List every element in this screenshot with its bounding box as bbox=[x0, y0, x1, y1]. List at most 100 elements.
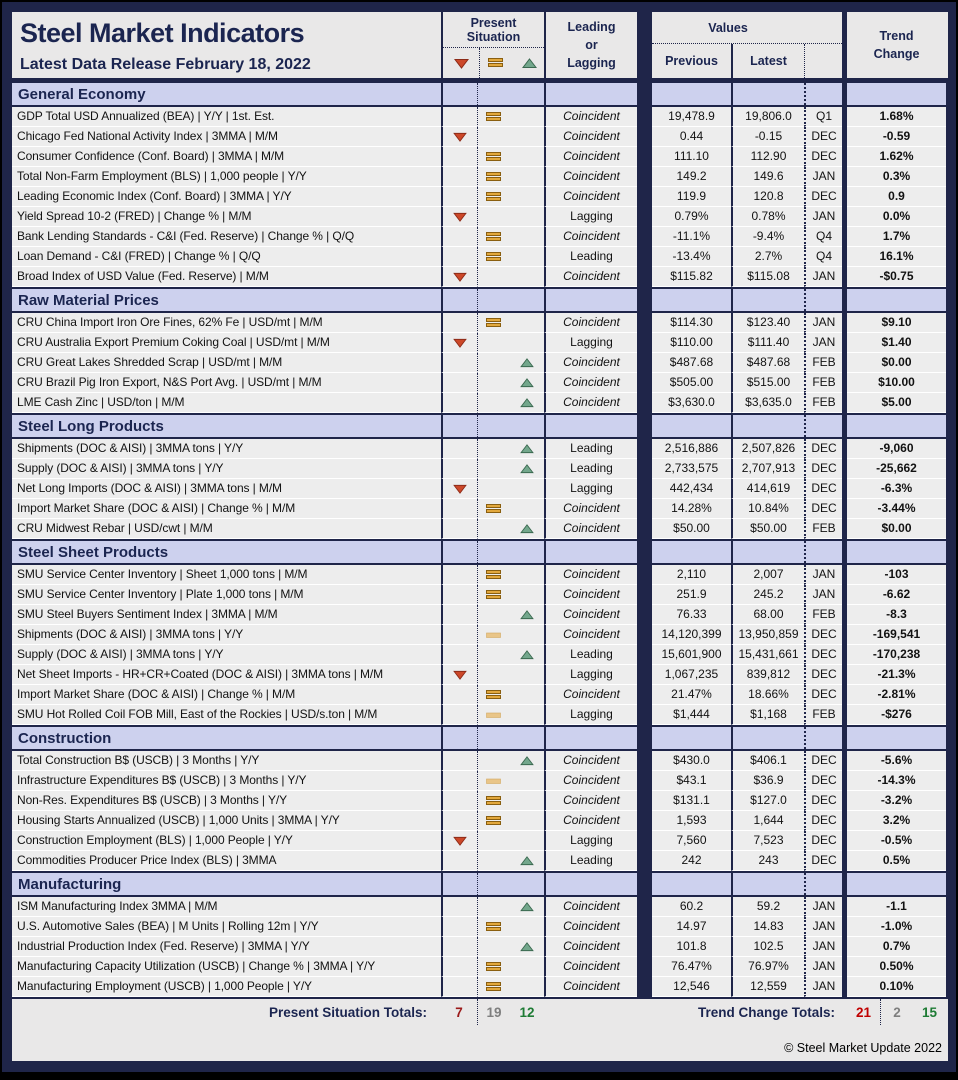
equal-icon bbox=[486, 921, 501, 931]
situation-up-cell bbox=[510, 811, 544, 831]
cycle-indicator: Leading bbox=[544, 247, 637, 267]
trend-change-value: -3.2% bbox=[847, 791, 946, 811]
previous-value: 111.10 bbox=[652, 147, 731, 167]
period-value: JAN bbox=[804, 917, 842, 937]
up-arrow-icon bbox=[520, 941, 534, 951]
legend-equal bbox=[479, 48, 512, 78]
equal-icon bbox=[488, 58, 503, 67]
indicator-row: SMU Steel Buyers Sentiment Index | 3MMA … bbox=[12, 605, 948, 625]
previous-value: $430.0 bbox=[652, 751, 731, 771]
trend-change-value: $10.00 bbox=[847, 373, 946, 393]
section-cell bbox=[731, 873, 804, 895]
column-gap bbox=[637, 917, 652, 937]
indicator-label: Bank Lending Standards - C&I (Fed. Reser… bbox=[12, 227, 441, 247]
situation-down-cell bbox=[441, 353, 477, 373]
situation-up-cell bbox=[510, 147, 544, 167]
section-cell bbox=[804, 727, 842, 749]
situation-up-cell bbox=[510, 771, 544, 791]
section-cell bbox=[441, 727, 477, 749]
indicator-row: Broad Index of USD Value (Fed. Reserve) … bbox=[12, 267, 948, 287]
situation-up-cell bbox=[510, 247, 544, 267]
situation-down-cell bbox=[441, 605, 477, 625]
situation-equal-cell bbox=[477, 771, 510, 791]
situation-equal-cell bbox=[477, 313, 510, 333]
situation-up-cell bbox=[510, 187, 544, 207]
situation-equal-cell bbox=[477, 685, 510, 705]
situation-down-cell bbox=[441, 665, 477, 685]
cycle-indicator: Lagging bbox=[544, 479, 637, 499]
indicator-row: Chicago Fed National Activity Index | 3M… bbox=[12, 127, 948, 147]
column-gap bbox=[637, 811, 652, 831]
equal-icon bbox=[486, 111, 501, 121]
section-title: Construction bbox=[12, 727, 441, 749]
indicator-label: Shipments (DOC & AISI) | 3MMA tons | Y/Y bbox=[12, 625, 441, 645]
indicator-row: GDP Total USD Annualized (BEA) | Y/Y | 1… bbox=[12, 107, 948, 127]
latest-value: 243 bbox=[731, 851, 804, 871]
situation-down-cell bbox=[441, 127, 477, 147]
period-value: Q1 bbox=[804, 107, 842, 127]
trend-change-value: -9,060 bbox=[847, 439, 946, 459]
trend-change-value: -0.59 bbox=[847, 127, 946, 147]
trend-totals: 21 2 15 bbox=[847, 999, 946, 1025]
indicator-row: CRU Brazil Pig Iron Export, N&S Port Avg… bbox=[12, 373, 948, 393]
cycle-indicator: Coincident bbox=[544, 373, 637, 393]
column-gap bbox=[637, 393, 652, 413]
indicator-label: Housing Starts Annualized (USCB) | 1,000… bbox=[12, 811, 441, 831]
situation-equal-cell bbox=[477, 439, 510, 459]
column-gap bbox=[637, 289, 652, 311]
section-cell bbox=[441, 541, 477, 563]
situation-equal-cell bbox=[477, 147, 510, 167]
dash-icon bbox=[486, 632, 501, 638]
equal-icon bbox=[486, 171, 501, 181]
indicator-label: Manufacturing Employment (USCB) | 1,000 … bbox=[12, 977, 441, 997]
cycle-indicator: Coincident bbox=[544, 937, 637, 957]
column-gap bbox=[637, 207, 652, 227]
situation-equal-cell bbox=[477, 187, 510, 207]
situation-down-cell bbox=[441, 751, 477, 771]
period-value: DEC bbox=[804, 479, 842, 499]
situation-equal-cell bbox=[477, 353, 510, 373]
previous-value: 14.97 bbox=[652, 917, 731, 937]
situation-equal-cell bbox=[477, 605, 510, 625]
down-arrow-icon bbox=[453, 338, 467, 348]
latest-value: $406.1 bbox=[731, 751, 804, 771]
section-cell bbox=[441, 83, 477, 105]
situation-up-cell bbox=[510, 957, 544, 977]
column-gap bbox=[637, 459, 652, 479]
period-value: DEC bbox=[804, 127, 842, 147]
section-header-row: Steel Long Products bbox=[12, 413, 948, 439]
equal-icon bbox=[486, 191, 501, 201]
column-gap bbox=[637, 373, 652, 393]
trend-change-value: 0.50% bbox=[847, 957, 946, 977]
down-arrow-icon bbox=[453, 836, 467, 846]
indicator-row: Commodities Producer Price Index (BLS) |… bbox=[12, 851, 948, 871]
section-cell bbox=[441, 415, 477, 437]
previous-value: 14,120,399 bbox=[652, 625, 731, 645]
section-cell bbox=[847, 83, 946, 105]
indicator-row: Net Long Imports (DOC & AISI) | 3MMA ton… bbox=[12, 479, 948, 499]
trend-change-value: -1.1 bbox=[847, 897, 946, 917]
cycle-indicator: Lagging bbox=[544, 831, 637, 851]
section-cell bbox=[477, 415, 510, 437]
latest-value: $111.40 bbox=[731, 333, 804, 353]
period-value: DEC bbox=[804, 791, 842, 811]
situation-up-cell bbox=[510, 333, 544, 353]
situation-down-cell bbox=[441, 499, 477, 519]
section-cell bbox=[847, 415, 946, 437]
latest-value: $515.00 bbox=[731, 373, 804, 393]
column-gap bbox=[637, 565, 652, 585]
column-gap bbox=[637, 957, 652, 977]
up-arrow-icon bbox=[520, 357, 534, 367]
down-arrow-icon bbox=[453, 212, 467, 222]
trend-change-value: -14.3% bbox=[847, 771, 946, 791]
trend-change-value: 0.5% bbox=[847, 851, 946, 871]
period-value: JAN bbox=[804, 585, 842, 605]
situation-up-cell bbox=[510, 685, 544, 705]
section-cell bbox=[847, 289, 946, 311]
trend-change-value: 3.2% bbox=[847, 811, 946, 831]
cycle-indicator: Coincident bbox=[544, 499, 637, 519]
cycle-indicator: Coincident bbox=[544, 107, 637, 127]
column-gap bbox=[637, 645, 652, 665]
section-cell bbox=[477, 873, 510, 895]
